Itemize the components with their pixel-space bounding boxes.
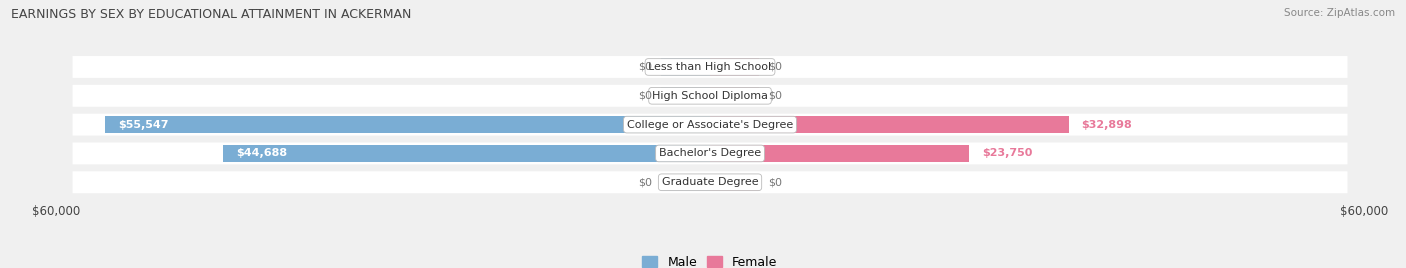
Text: $44,688: $44,688 [236, 148, 287, 158]
Bar [710, 116, 1069, 133]
Legend: Male, Female: Male, Female [637, 251, 783, 268]
Text: EARNINGS BY SEX BY EDUCATIONAL ATTAINMENT IN ACKERMAN: EARNINGS BY SEX BY EDUCATIONAL ATTAINMEN… [11, 8, 412, 21]
Text: $23,750: $23,750 [981, 148, 1032, 158]
Text: Less than High School: Less than High School [648, 62, 772, 72]
Bar [105, 116, 710, 133]
Text: High School Diploma: High School Diploma [652, 91, 768, 101]
Bar [224, 145, 710, 162]
Text: Source: ZipAtlas.com: Source: ZipAtlas.com [1284, 8, 1395, 18]
FancyBboxPatch shape [73, 114, 1347, 136]
Bar [661, 87, 710, 105]
Text: $0: $0 [768, 62, 782, 72]
FancyBboxPatch shape [73, 171, 1347, 193]
Text: $32,898: $32,898 [1081, 120, 1132, 130]
Text: $0: $0 [638, 177, 652, 187]
FancyBboxPatch shape [73, 143, 1347, 164]
Text: Bachelor's Degree: Bachelor's Degree [659, 148, 761, 158]
Text: College or Associate's Degree: College or Associate's Degree [627, 120, 793, 130]
Bar [661, 58, 710, 76]
Text: $0: $0 [638, 91, 652, 101]
Text: $55,547: $55,547 [118, 120, 169, 130]
Text: $0: $0 [768, 91, 782, 101]
Bar [710, 87, 759, 105]
Text: Graduate Degree: Graduate Degree [662, 177, 758, 187]
FancyBboxPatch shape [73, 85, 1347, 107]
Bar [710, 145, 969, 162]
Text: $0: $0 [768, 177, 782, 187]
FancyBboxPatch shape [73, 56, 1347, 78]
Bar [710, 174, 759, 191]
Bar [661, 174, 710, 191]
Bar [710, 58, 759, 76]
Text: $0: $0 [638, 62, 652, 72]
